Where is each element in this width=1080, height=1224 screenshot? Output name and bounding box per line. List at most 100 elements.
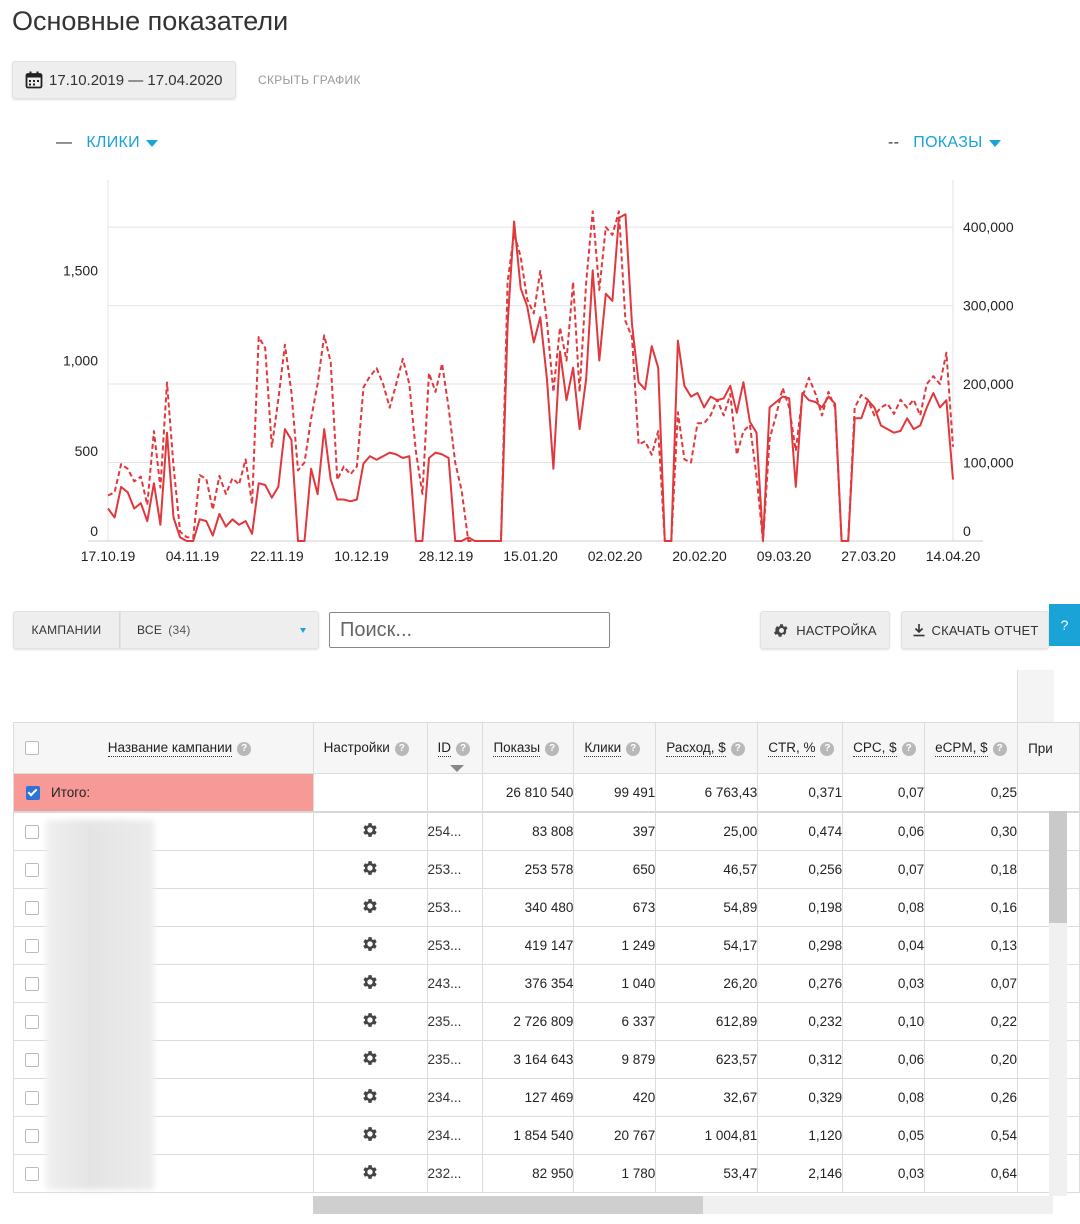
chevron-down-icon xyxy=(988,139,1001,147)
row-settings-cell[interactable] xyxy=(312,811,428,851)
row-clicks: 1 780 xyxy=(573,1154,657,1193)
row-spend: 612,89 xyxy=(655,1002,759,1041)
row-checkbox[interactable] xyxy=(25,939,39,954)
redacted-campaign-names xyxy=(46,820,154,1190)
vertical-scrollbar-thumb[interactable] xyxy=(1049,811,1067,923)
row-checkbox[interactable] xyxy=(25,863,39,878)
table-row[interactable]: 253... 340 480 673 54,89 0,198 0,08 0,16 xyxy=(13,888,1080,927)
row-settings-cell[interactable] xyxy=(312,1154,428,1193)
download-report-label: СКАЧАТЬ ОТЧЕТ xyxy=(931,622,1039,638)
campaigns-filter-label[interactable]: КАМПАНИИ xyxy=(13,611,120,649)
row-shows: 2 726 809 xyxy=(482,1002,575,1041)
gear-icon[interactable] xyxy=(361,937,379,956)
help-icon[interactable]: ? xyxy=(456,742,471,756)
download-report-button[interactable]: СКАЧАТЬ ОТЧЕТ xyxy=(901,611,1049,649)
row-settings-cell[interactable] xyxy=(312,1116,428,1155)
row-id: 253... xyxy=(426,850,484,889)
x-tick-label: 27.03.20 xyxy=(841,548,896,564)
gear-icon[interactable] xyxy=(361,861,379,880)
row-cpc: 0,08 xyxy=(842,888,926,927)
help-icon[interactable]: ? xyxy=(820,742,835,756)
column-clicks[interactable]: Клики? xyxy=(573,722,657,774)
row-settings-cell[interactable] xyxy=(312,1078,428,1117)
row-checkbox[interactable] xyxy=(25,1015,39,1030)
help-icon[interactable]: ? xyxy=(992,742,1007,756)
table-row[interactable]: 232... 82 950 1 780 53,47 2,146 0,03 0,64 xyxy=(13,1154,1080,1193)
legend-clicks[interactable]: — КЛИКИ xyxy=(56,134,158,152)
horizontal-scrollbar[interactable] xyxy=(313,1196,1053,1214)
column-ctr[interactable]: CTR, %? xyxy=(757,722,844,774)
campaigns-filter-select[interactable]: ВСЕ (34) xyxy=(120,611,319,649)
column-name[interactable]: Название кампании? xyxy=(13,722,314,774)
gear-icon[interactable] xyxy=(361,1089,379,1108)
gear-icon[interactable] xyxy=(361,1127,379,1146)
row-checkbox[interactable] xyxy=(25,825,39,840)
row-cpc: 0,06 xyxy=(842,1040,926,1079)
gear-icon[interactable] xyxy=(361,1013,379,1032)
row-clicks: 650 xyxy=(573,850,657,889)
select-all-checkbox[interactable] xyxy=(25,741,39,756)
table-row[interactable]: 234... 1 854 540 20 767 1 004,81 1,120 0,05 0,… xyxy=(13,1116,1080,1155)
row-ctr: 0,329 xyxy=(757,1078,844,1117)
legend-shows[interactable]: -- ПОКАЗЫ xyxy=(888,134,1001,152)
campaigns-table: Название кампании? Настройки? ID? Показы… xyxy=(13,722,1080,1193)
x-tick-label: 10.12.19 xyxy=(334,548,389,564)
row-ctr: 0,198 xyxy=(757,888,844,927)
column-id-label: ID xyxy=(437,740,452,757)
table-row[interactable]: 235... 2 726 809 6 337 612,89 0,232 0,10 0,22 xyxy=(13,1002,1080,1041)
table-row[interactable]: 234... 127 469 420 32,67 0,329 0,08 0,26 xyxy=(13,1078,1080,1117)
help-icon[interactable]: ? xyxy=(237,742,252,756)
column-shows[interactable]: Показы? xyxy=(482,722,575,774)
row-checkbox[interactable] xyxy=(25,1167,39,1182)
row-settings-cell[interactable] xyxy=(312,926,428,965)
row-extra xyxy=(1017,1154,1080,1193)
table-row[interactable]: 253... 419 147 1 249 54,17 0,298 0,04 0,13 xyxy=(13,926,1080,965)
table-row[interactable]: 253... 253 578 650 46,57 0,256 0,07 0,18 xyxy=(13,850,1080,889)
help-icon[interactable]: ? xyxy=(730,742,745,756)
row-ecpm: 0,30 xyxy=(924,811,1019,851)
gear-icon[interactable] xyxy=(361,823,379,842)
gear-icon[interactable] xyxy=(361,1165,379,1184)
row-settings-cell[interactable] xyxy=(312,1002,428,1041)
search-input[interactable] xyxy=(329,612,610,648)
horizontal-scrollbar-thumb[interactable] xyxy=(313,1196,703,1214)
help-icon[interactable]: ? xyxy=(394,742,409,756)
help-icon[interactable]: ? xyxy=(545,742,560,756)
legend-shows-label: ПОКАЗЫ xyxy=(913,134,983,151)
row-checkbox[interactable] xyxy=(25,977,39,992)
vertical-scrollbar[interactable] xyxy=(1049,811,1067,1196)
settings-button[interactable]: НАСТРОЙКА xyxy=(760,611,890,649)
row-cpc: 0,08 xyxy=(842,1078,926,1117)
date-range-button[interactable]: 17.10.2019 — 17.04.2020 xyxy=(12,61,236,99)
row-checkbox[interactable] xyxy=(25,1053,39,1068)
legend-shows-line: -- xyxy=(888,134,900,151)
table-row[interactable]: 254... 83 808 397 25,00 0,474 0,06 0,30 xyxy=(13,811,1080,851)
total-settings xyxy=(312,773,428,813)
column-ecpm[interactable]: eCPM, $? xyxy=(924,722,1019,774)
row-settings-cell[interactable] xyxy=(312,1040,428,1079)
row-settings-cell[interactable] xyxy=(312,850,428,889)
help-button[interactable]: ? xyxy=(1049,604,1080,646)
column-id[interactable]: ID? xyxy=(426,722,484,774)
hide-chart-link[interactable]: СКРЫТЬ ГРАФИК xyxy=(258,73,361,87)
gear-icon[interactable] xyxy=(361,975,379,994)
table-row[interactable]: 243... 376 354 1 040 26,20 0,276 0,03 0,07 xyxy=(13,964,1080,1003)
gear-icon[interactable] xyxy=(361,899,379,918)
gear-icon[interactable] xyxy=(361,1051,379,1070)
column-extra[interactable]: При xyxy=(1017,722,1080,774)
total-checkbox[interactable] xyxy=(26,786,40,801)
row-checkbox[interactable] xyxy=(25,901,39,916)
column-cpc[interactable]: CPC, $? xyxy=(842,722,926,774)
row-cpc: 0,03 xyxy=(842,964,926,1003)
help-icon[interactable]: ? xyxy=(626,742,641,756)
row-ctr: 0,232 xyxy=(757,1002,844,1041)
row-settings-cell[interactable] xyxy=(312,964,428,1003)
column-spend[interactable]: Расход, $? xyxy=(655,722,759,774)
row-extra xyxy=(1017,850,1080,889)
row-checkbox[interactable] xyxy=(25,1091,39,1106)
table-row[interactable]: 235... 3 164 643 9 879 623,57 0,312 0,06 0,20 xyxy=(13,1040,1080,1079)
row-ctr: 0,474 xyxy=(757,811,844,851)
help-icon[interactable]: ? xyxy=(901,742,916,756)
row-checkbox[interactable] xyxy=(25,1129,39,1144)
row-settings-cell[interactable] xyxy=(312,888,428,927)
